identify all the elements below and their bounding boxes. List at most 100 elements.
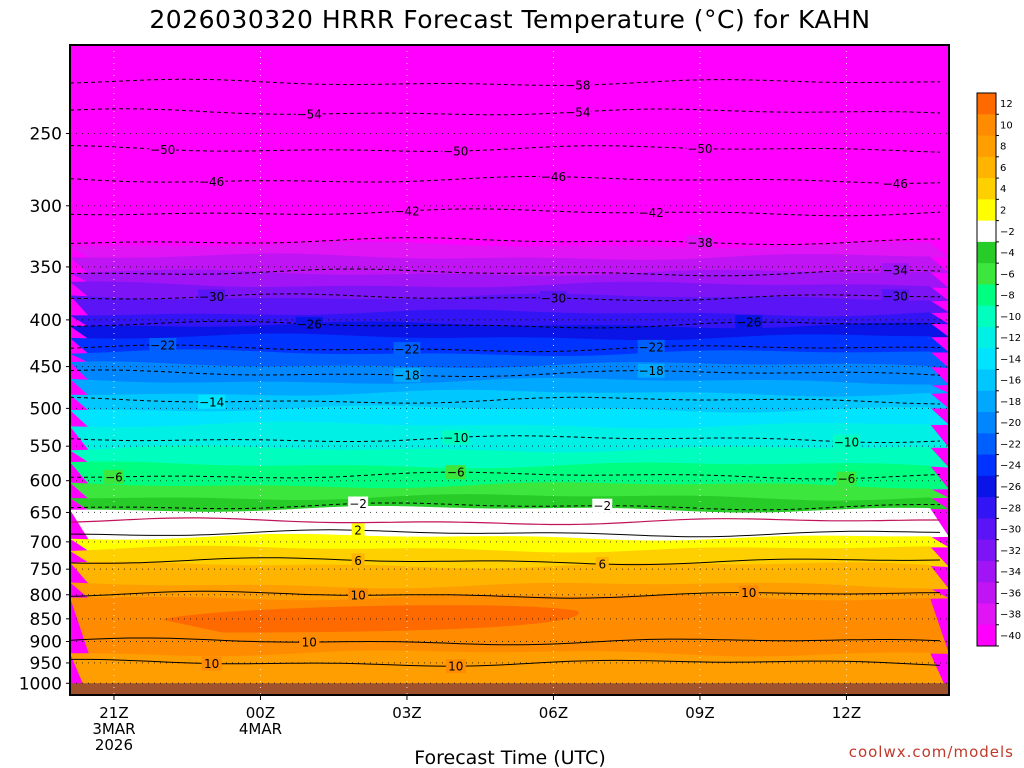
isotherm-label-bg xyxy=(881,176,909,191)
colorbar-swatch xyxy=(977,220,996,243)
colorbar-tick-label: 10 xyxy=(1000,120,1013,131)
temperature-band xyxy=(70,269,949,289)
isotherm-label: −10 xyxy=(442,430,470,445)
colorbar-swatch xyxy=(977,497,996,519)
isotherm-label: −26 xyxy=(295,316,323,331)
isotherm-line xyxy=(69,293,940,302)
isotherm-label-bg xyxy=(348,588,369,603)
isotherm-line xyxy=(69,344,941,353)
colorbar-tick-label: −14 xyxy=(1000,354,1021,365)
isotherm-line xyxy=(69,435,941,443)
temperature-band xyxy=(70,421,949,454)
isotherm-label: −38 xyxy=(686,235,714,250)
y-tick-label: 450 xyxy=(30,358,62,378)
isotherm-label-bg xyxy=(442,430,470,445)
y-tick-label: 850 xyxy=(30,610,62,630)
isotherm-label-bg xyxy=(539,169,567,184)
isotherm-label-text: 10 xyxy=(741,586,756,600)
isotherm-label: −22 xyxy=(393,342,421,357)
isotherm-label-text: −2 xyxy=(593,499,611,513)
isotherm-line xyxy=(69,108,941,116)
isotherm-label-bg xyxy=(686,141,714,156)
plot-area xyxy=(70,45,949,695)
isotherm-label-bg xyxy=(564,104,592,119)
isotherm-label: −50 xyxy=(442,144,470,159)
isotherm-label-text: −46 xyxy=(541,170,566,184)
colorbar-swatch xyxy=(977,326,996,349)
isotherm-label-text: −46 xyxy=(199,175,224,189)
isotherm-label-bg xyxy=(299,635,320,650)
freezing-line xyxy=(69,517,940,526)
y-tick-label: 400 xyxy=(30,311,62,331)
temperature-band xyxy=(70,281,949,302)
temperature-band xyxy=(70,461,949,490)
temperature-band xyxy=(70,405,949,430)
isotherm-line xyxy=(69,145,941,153)
isotherm-line xyxy=(69,637,941,646)
credit-text: coolwx.com/models xyxy=(849,743,1014,761)
isotherm-label-text: −26 xyxy=(736,316,761,330)
isotherm-label-bg xyxy=(442,144,470,159)
colorbar-swatch xyxy=(977,454,996,477)
isotherm-label-bg xyxy=(149,142,177,157)
isotherm-line xyxy=(69,557,941,566)
isotherm-line xyxy=(69,396,941,405)
colorbar: 12 10 8 6 4 2 −2 −4 −6 −8 −10 −12 −14 −16 −18 −20 −22 −24… xyxy=(976,92,1021,647)
isotherm-label-bg xyxy=(295,107,323,122)
isotherm-label-text: −2 xyxy=(349,497,367,511)
isotherm-label-text: −50 xyxy=(443,145,468,159)
isotherm-label-bg xyxy=(637,205,665,220)
colorbar-swatch xyxy=(977,475,996,498)
temperature-band xyxy=(70,45,949,249)
isotherm-label-text: −6 xyxy=(447,466,465,480)
isotherm-label-bg xyxy=(637,339,665,354)
isotherm-label-bg xyxy=(564,78,592,93)
isotherm-label: −54 xyxy=(564,104,592,119)
isotherm-label-bg xyxy=(393,204,421,219)
isotherm-label: −46 xyxy=(539,169,567,184)
isotherm-label-bg xyxy=(445,659,466,674)
isotherm-label-bg xyxy=(836,471,857,486)
colorbar-tick-label: 8 xyxy=(1000,142,1006,153)
isotherm-label-text: −54 xyxy=(565,105,590,119)
isotherm-line xyxy=(69,175,941,184)
x-tick-label: 4MAR xyxy=(239,720,282,738)
x-tick-label: 12Z xyxy=(832,704,861,722)
colorbar-tick-label: 12 xyxy=(1000,99,1013,110)
isotherm-label-bg xyxy=(881,289,909,304)
isotherm-label-text: −6 xyxy=(838,472,856,486)
isotherm-label-text: −58 xyxy=(565,79,590,93)
isotherm-label-text: −30 xyxy=(883,290,908,304)
x-tick-label: 09Z xyxy=(685,704,714,722)
colorbar-swatch xyxy=(977,284,996,307)
colorbar-tick-label: −22 xyxy=(1000,439,1021,450)
isotherm-label-bg xyxy=(351,523,365,538)
colorbar-tick-label: −2 xyxy=(1000,227,1015,238)
colorbar-swatch xyxy=(977,624,996,647)
colorbar-tick-label: −20 xyxy=(1000,418,1021,429)
isotherm-label: −22 xyxy=(637,339,665,354)
isotherm-label-text: −42 xyxy=(638,206,663,220)
isotherm-line xyxy=(69,78,940,86)
isotherm-label-text: −10 xyxy=(443,431,468,445)
isotherm-label-bg xyxy=(348,496,369,511)
isotherm-label-bg xyxy=(592,498,613,513)
x-tick-label: 06Z xyxy=(539,704,568,722)
colorbar-tick-label: −36 xyxy=(1000,588,1021,599)
isotherm-line xyxy=(69,502,941,511)
colorbar-swatch xyxy=(977,390,996,413)
chart-title: 2026030320 HRRR Forecast Temperature (°C… xyxy=(149,5,870,34)
isotherm-label: −30 xyxy=(539,290,567,305)
colorbar-swatch xyxy=(977,433,996,456)
colorbar-swatch xyxy=(977,263,996,285)
isotherm-label: −30 xyxy=(881,289,909,304)
isotherm-label: −6 xyxy=(445,465,466,480)
y-tick-label: 950 xyxy=(30,654,62,674)
isotherm-line xyxy=(70,529,941,538)
isotherm-label-text: −22 xyxy=(638,340,663,354)
y-tick-label: 350 xyxy=(30,258,62,278)
colorbar-tick-label: −40 xyxy=(1000,631,1021,642)
y-tick-label: 600 xyxy=(30,472,62,492)
colorbar-swatch xyxy=(977,412,996,434)
